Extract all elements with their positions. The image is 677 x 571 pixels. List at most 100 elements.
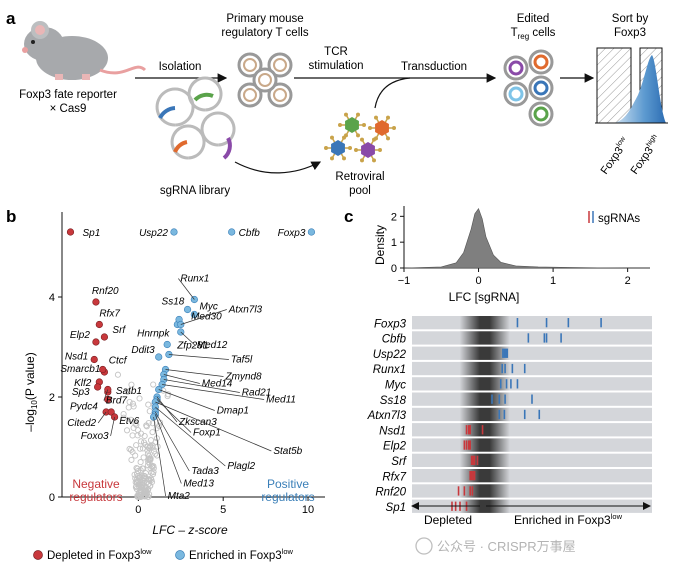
gene-label-sp1: Sp1	[82, 228, 100, 239]
gene-label-elp2: Elp2	[70, 330, 90, 341]
volcano-point-etv6	[107, 408, 115, 416]
density-y-tick-label: 0	[391, 263, 397, 275]
virus-spike-tip	[344, 112, 348, 117]
volcano-point-other	[136, 395, 143, 402]
density-x-tick-label: 0	[475, 275, 481, 287]
volcano-point-other	[129, 432, 136, 439]
edited-treg-cell-nucleus	[508, 86, 524, 102]
panel-c-letter: c	[344, 207, 353, 226]
gene-label-nsd1: Nsd1	[65, 352, 88, 363]
gene-label-etv6: Etv6	[119, 416, 139, 427]
strip-center-band	[459, 499, 510, 513]
volcano-point-zfp281	[163, 340, 171, 349]
volcano-point-myc	[183, 305, 192, 314]
density-x-tick-label: 1	[550, 275, 556, 287]
virus-spike-tip	[386, 115, 390, 120]
gene-label-med12: Med12	[197, 340, 228, 351]
treg-cell-nucleus	[243, 88, 257, 102]
gene-label-zmynd8: Zmynd8	[225, 372, 263, 383]
strip-row-usp22	[412, 346, 652, 360]
gene-label-foxp3: Foxp3	[278, 228, 306, 239]
strip-row-foxp3	[412, 316, 652, 330]
volcano-axes: 0 2 4 0 5 10	[49, 212, 325, 516]
label-leader-med12	[180, 331, 196, 346]
volcano-x-label: LFC – z-score	[152, 523, 228, 537]
gene-label-rnf20: Rnf20	[92, 286, 119, 297]
watermark: 公众号 · CRISPR万事屋	[415, 537, 576, 555]
sgrna-legend-label: sgRNAs	[598, 213, 640, 225]
volcano-points	[66, 228, 316, 501]
volcano-point-other	[126, 445, 133, 453]
gene-label-usp22: Usp22	[139, 228, 168, 239]
gene-label-satb1: Satb1	[116, 386, 142, 397]
strip-gene-label-ss18: Ss18	[380, 395, 407, 407]
label-leader-atxn7l3	[180, 309, 227, 325]
gene-label-hnrnpk: Hnrnpk	[137, 329, 170, 340]
volcano-y-tick-label: 0	[49, 492, 55, 504]
pool-to-transduction-curve	[374, 77, 411, 109]
volcano-point-other	[120, 414, 127, 421]
gene-label-foxo3: Foxo3	[81, 431, 109, 442]
strip-row-nsd1	[412, 423, 652, 437]
density-y-tick-label: 2	[391, 211, 397, 223]
isolation-label: Isolation	[159, 61, 202, 73]
gene-label-cbfb: Cbfb	[239, 228, 261, 239]
gene-label-med30: Med30	[191, 312, 222, 323]
label-leader-cited2	[97, 411, 107, 424]
volcano-point-other	[126, 398, 133, 406]
retroviral-label-line2: pool	[349, 185, 371, 197]
volcano-point-ctcf	[99, 365, 107, 374]
volcano-point-other	[137, 438, 145, 445]
volcano-point-ddit3	[155, 353, 163, 361]
panel-c: c 012−1 0 1 2 Density LFC [sgRNA] sgRNAs Fo…	[344, 206, 652, 527]
volcano-point-other	[127, 446, 135, 453]
legend-depleted-marker	[33, 550, 43, 560]
volcano-x-tick-label: 0	[135, 504, 141, 516]
label-leader-med13	[154, 414, 182, 484]
volcano-point-foxp3	[307, 228, 316, 236]
volcano-point-other	[135, 481, 142, 488]
gene-label-zfp281: Zfp281	[176, 341, 208, 352]
volcano-point-other	[149, 444, 156, 451]
volcano-point-other	[137, 483, 144, 490]
virus-particle	[345, 117, 359, 133]
volcano-x-tick-label: 10	[302, 504, 314, 516]
positive-regulators-line2: regulators	[261, 490, 314, 504]
strip-gene-label-usp22: Usp22	[373, 349, 407, 361]
gene-label-ctcf: Ctcf	[109, 356, 128, 367]
virus-spike-tip	[372, 158, 376, 163]
volcano-point-other	[150, 381, 157, 388]
density-x-tick-label: 2	[625, 275, 631, 287]
edited-treg-cell-nucleus	[508, 60, 524, 76]
strip-gene-label-atxn7l3: Atxn7l3	[367, 410, 407, 422]
gene-label-med11: Med11	[266, 395, 296, 406]
virus-spike-tip	[356, 133, 360, 138]
volcano-point-other	[127, 416, 134, 423]
label-leader-rad21	[163, 379, 240, 393]
gene-label-rad21: Rad21	[242, 388, 271, 399]
primary-cells-line2: regulatory T cells	[221, 27, 308, 39]
panel-a-letter: a	[6, 9, 16, 28]
virus-spike-tip	[330, 135, 334, 140]
gene-label-atxn7l3: Atxn7l3	[228, 305, 263, 316]
edited-treg-cell-nucleus	[533, 54, 549, 70]
volcano-point-other	[143, 422, 150, 429]
volcano-y-tick-label: 2	[49, 392, 55, 404]
virus-spike-tip	[360, 137, 364, 142]
strip-center-band	[459, 361, 510, 376]
label-leader-taf5l	[168, 354, 229, 360]
volcano-point-other	[146, 408, 153, 415]
strip-row-cbfb	[412, 331, 652, 345]
transduction-label: Transduction	[401, 61, 467, 73]
label-leader-med11	[162, 384, 265, 400]
virus-spike-tip	[342, 135, 346, 140]
volcano-point-cbfb	[228, 228, 236, 236]
strip-center-band	[459, 469, 510, 483]
volcano-point-other	[128, 456, 135, 463]
volcano-point-other	[144, 493, 151, 500]
label-leader-brd7	[103, 389, 109, 401]
volcano-point-other	[147, 482, 154, 489]
edited-treg-cell-nucleus	[533, 80, 549, 96]
label-leader-foxp1	[156, 399, 192, 433]
treg-cell-nucleus	[273, 88, 287, 102]
